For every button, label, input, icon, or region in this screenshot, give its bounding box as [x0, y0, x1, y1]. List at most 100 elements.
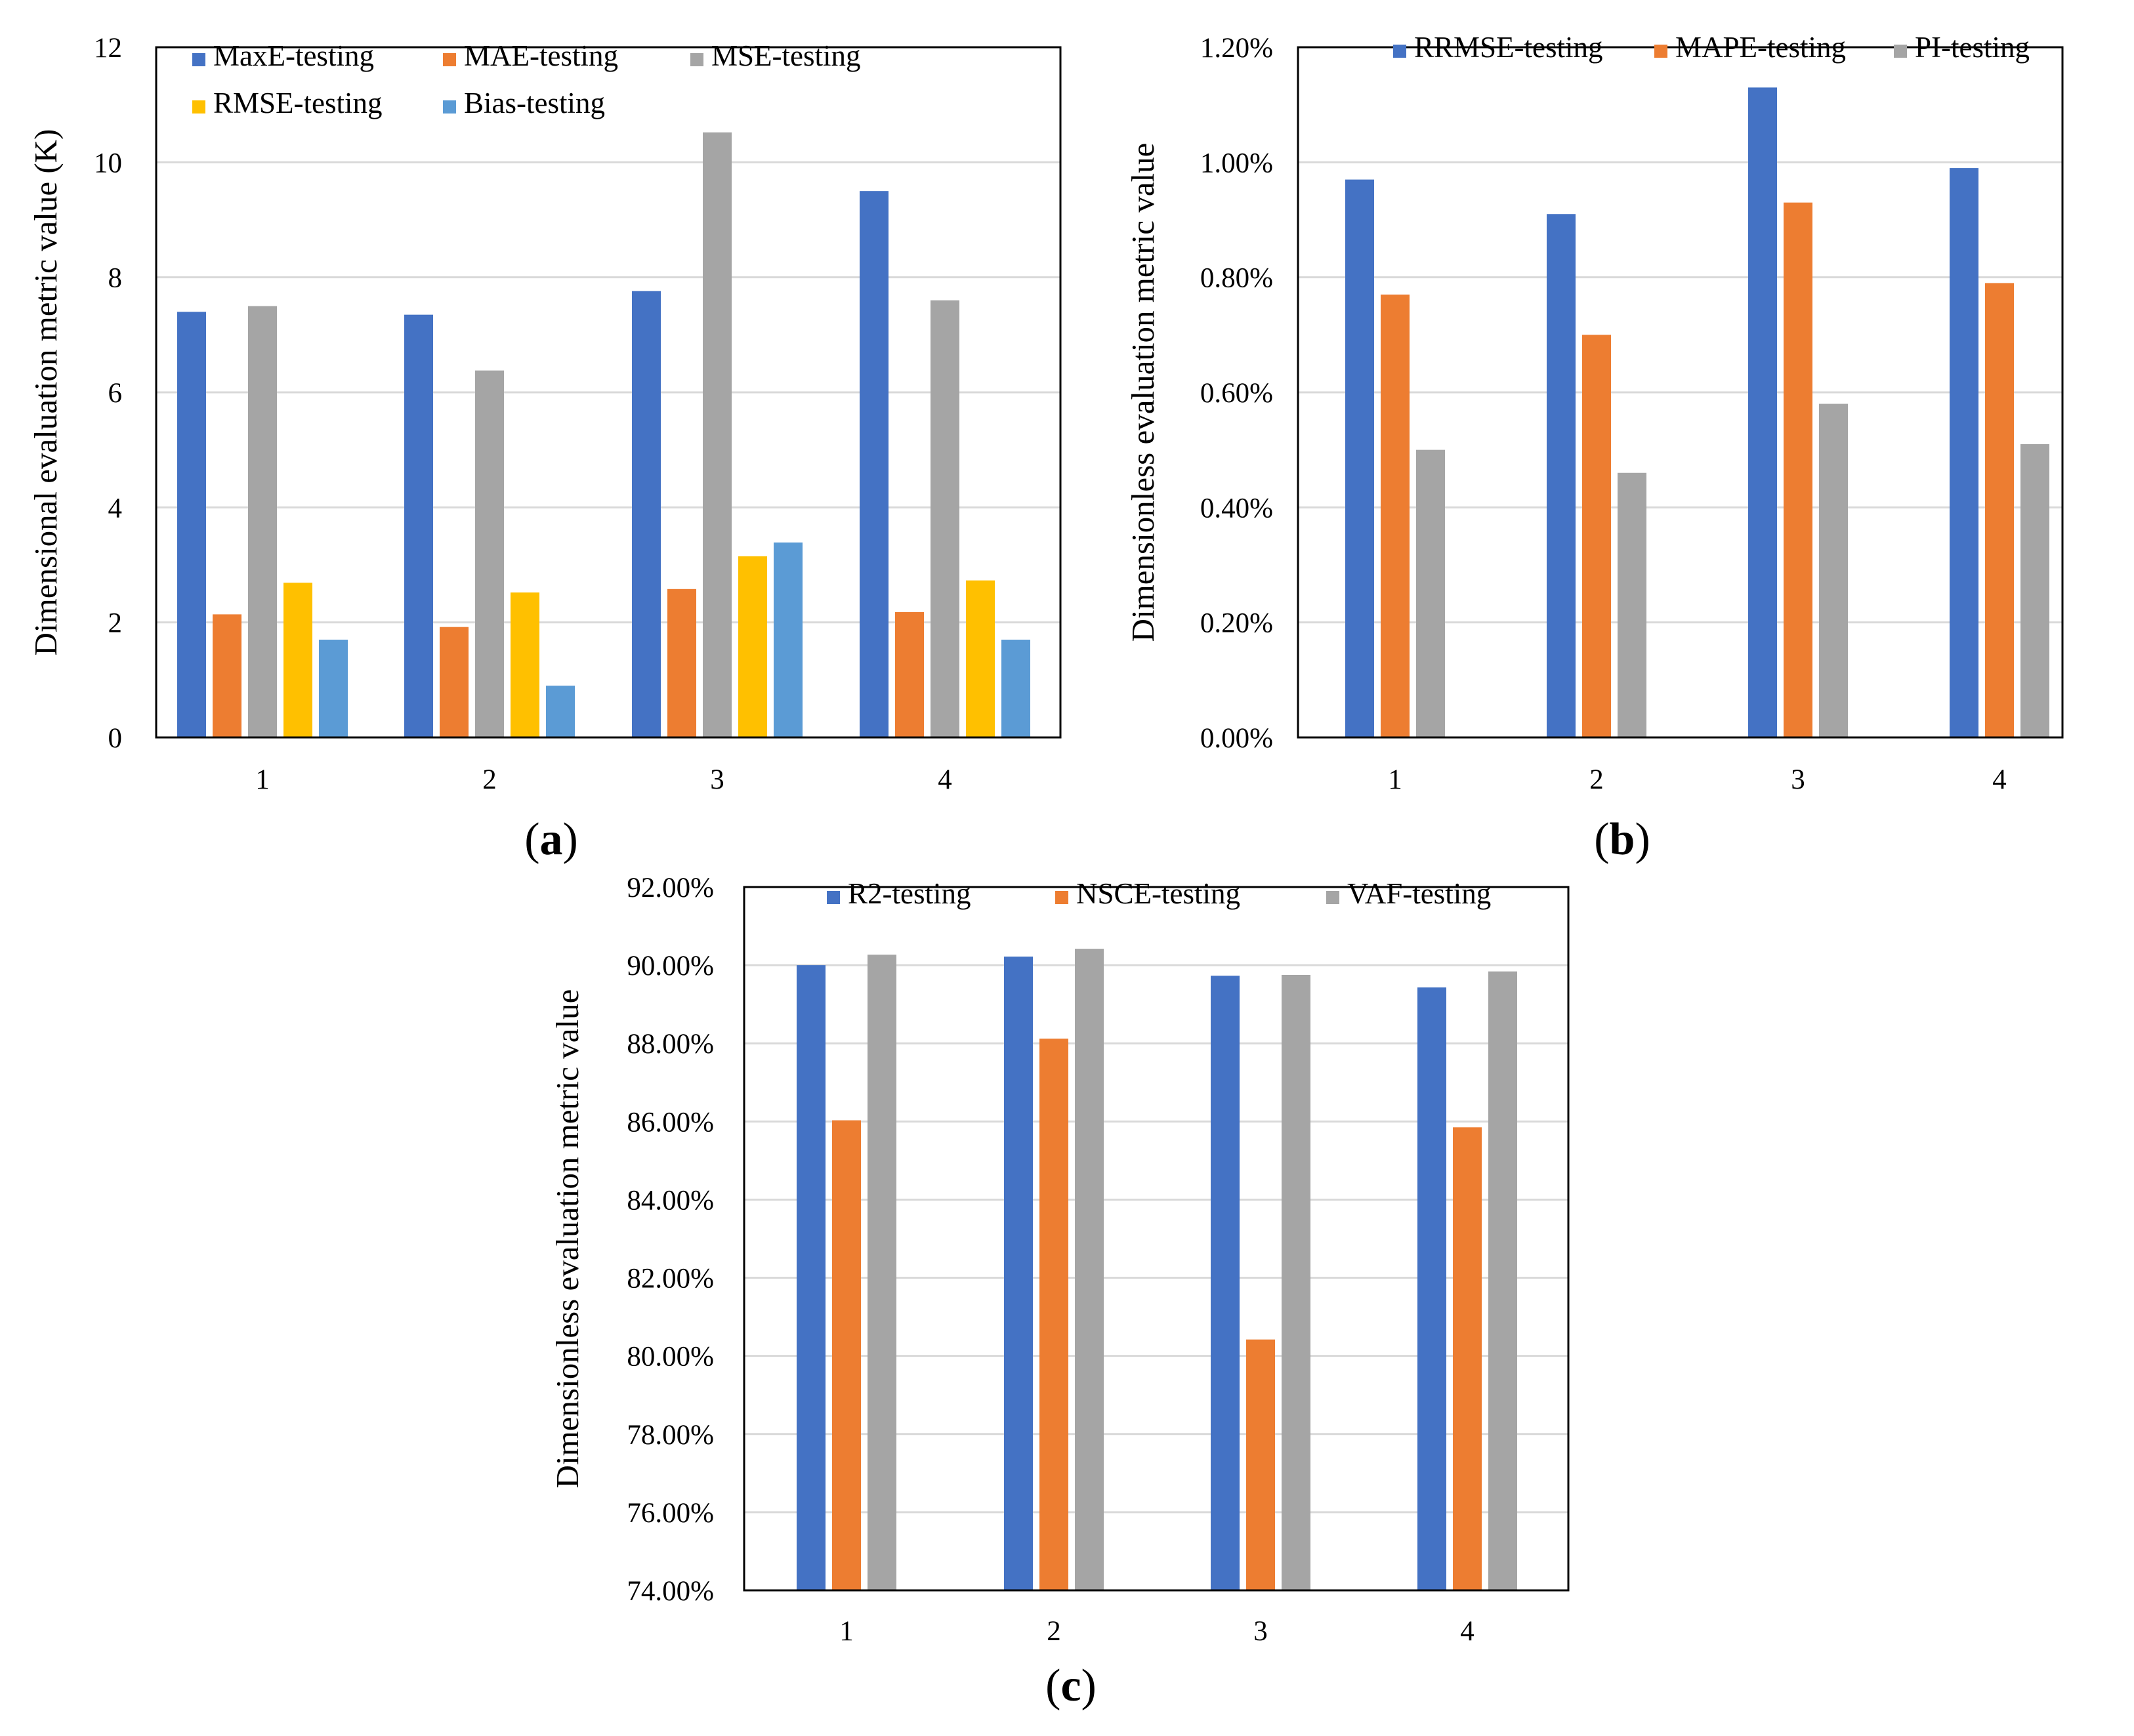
legend-swatch	[827, 891, 840, 904]
bars	[177, 132, 1030, 738]
bar-bias-testing-1	[319, 639, 348, 737]
x-category-label: 1	[839, 1616, 854, 1647]
bar-pi-testing-2	[1618, 472, 1646, 737]
legend-label: PI-testing	[1915, 31, 2030, 64]
bar-nsce-testing-4	[1453, 1127, 1482, 1590]
y-tick-label: 4	[108, 493, 123, 524]
y-tick-label: 88.00%	[627, 1029, 714, 1060]
y-axis-title: Dimensionless evaluation metric value	[549, 989, 585, 1489]
legend-label: Bias-testing	[464, 87, 605, 119]
y-tick-label: 1.00%	[1200, 148, 1273, 178]
bar-nsce-testing-3	[1246, 1339, 1275, 1590]
y-tick-label: 86.00%	[627, 1107, 714, 1138]
legend-swatch	[192, 53, 205, 66]
bar-mape-testing-2	[1582, 335, 1611, 737]
legend-label: MSE-testing	[711, 39, 861, 72]
bars	[1345, 87, 2049, 738]
y-tick-label: 80.00%	[627, 1342, 714, 1373]
bar-rmse-testing-4	[966, 580, 995, 737]
panel-label: (b)	[1594, 814, 1650, 865]
legend-label: NSCE-testing	[1076, 877, 1240, 910]
y-tick-label: 82.00%	[627, 1264, 714, 1294]
y-axis-title: Dimensionless evaluation metric value	[1125, 143, 1161, 642]
bar-nsce-testing-2	[1039, 1039, 1068, 1590]
x-category-label: 3	[1253, 1616, 1268, 1647]
bar-bias-testing-2	[546, 686, 575, 737]
bar-mae-testing-3	[667, 589, 696, 737]
bar-mae-testing-2	[440, 627, 469, 737]
legend-label: RRMSE-testing	[1414, 31, 1603, 64]
x-category-label: 1	[255, 764, 270, 795]
legend-swatch	[1894, 45, 1907, 58]
bar-rrmse-testing-3	[1748, 87, 1777, 737]
bar-mse-testing-2	[475, 370, 504, 737]
legend-swatch	[443, 53, 456, 66]
legend-swatch	[1393, 45, 1406, 58]
bar-vaf-testing-1	[868, 955, 896, 1590]
bars	[797, 949, 1517, 1590]
bar-rrmse-testing-2	[1547, 214, 1576, 737]
bar-maxe-testing-4	[860, 191, 889, 738]
bar-mse-testing-1	[248, 306, 277, 737]
y-tick-labels: 0.00% 0.20% 0.40% 0.60% 0.80% 1.00% 1.20%	[1200, 33, 1273, 754]
bar-vaf-testing-2	[1075, 949, 1104, 1590]
y-tick-label: 92.00%	[627, 873, 714, 903]
plot-frame	[1297, 46, 2064, 739]
y-tick-label: 0	[108, 723, 123, 754]
bar-pi-testing-3	[1819, 403, 1848, 737]
x-category-label: 1	[1388, 764, 1402, 795]
bar-rmse-testing-1	[283, 583, 312, 737]
bar-bias-testing-3	[774, 542, 803, 737]
bar-r2-testing-1	[797, 965, 826, 1590]
bar-mae-testing-1	[213, 614, 241, 737]
y-tick-labels: 0 2 4 6 8 10 12	[94, 33, 122, 754]
y-tick-label: 8	[108, 263, 123, 294]
legend-label: VAF-testing	[1347, 877, 1491, 910]
bar-maxe-testing-2	[404, 314, 433, 737]
bar-r2-testing-4	[1417, 987, 1446, 1590]
x-category-label: 3	[710, 764, 724, 795]
x-category-label: 4	[938, 764, 952, 795]
bar-pi-testing-4	[2020, 444, 2049, 737]
bar-mse-testing-4	[931, 300, 959, 737]
legend-label: RMSE-testing	[213, 87, 383, 119]
bar-rmse-testing-3	[738, 556, 767, 737]
plot-frame	[743, 886, 1570, 1592]
bar-rmse-testing-2	[511, 592, 539, 737]
y-tick-label: 78.00%	[627, 1420, 714, 1451]
legend-swatch	[1055, 891, 1068, 904]
y-tick-labels: 74.00% 76.00% 78.00% 80.00% 82.00% 84.00% 86.0…	[627, 873, 714, 1607]
bar-mape-testing-1	[1381, 294, 1410, 737]
y-tick-label: 0.20%	[1200, 608, 1273, 639]
legend-label: MAE-testing	[464, 39, 618, 72]
y-tick-label: 90.00%	[627, 951, 714, 982]
legend-label: MaxE-testing	[213, 39, 374, 72]
y-axis-title: Dimensional evaluation metric value (K)	[28, 129, 64, 656]
bar-bias-testing-4	[1001, 639, 1030, 737]
x-category-label: 4	[1460, 1616, 1475, 1647]
y-tick-label: 0.60%	[1200, 378, 1273, 409]
bar-maxe-testing-3	[632, 291, 661, 737]
legend: RRMSE-testing MAPE-testing PI-testing	[1393, 31, 2030, 64]
plot-frame	[155, 46, 1062, 739]
y-tick-label: 10	[94, 148, 122, 178]
legend-swatch	[1654, 45, 1667, 58]
chart-panel-b: 0.00% 0.20% 0.40% 0.60% 0.80% 1.00% 1.20% 1 2 3 4 R…	[1125, 31, 2064, 865]
y-tick-label: 84.00%	[627, 1185, 714, 1216]
y-tick-label: 0.00%	[1200, 723, 1273, 754]
bar-rrmse-testing-1	[1345, 179, 1374, 738]
x-category-label: 4	[1992, 764, 2007, 795]
legend: MaxE-testing MAE-testing MSE-testing RMSE-t…	[192, 39, 861, 119]
x-category-label: 2	[1047, 1616, 1061, 1647]
legend-swatch	[192, 100, 205, 114]
panel-label: (a)	[524, 814, 578, 865]
y-tick-label: 2	[108, 608, 123, 639]
bar-pi-testing-1	[1416, 449, 1445, 737]
bar-r2-testing-3	[1211, 976, 1240, 1590]
y-tick-label: 12	[94, 33, 122, 64]
x-category-label: 2	[1589, 764, 1604, 795]
legend-label: MAPE-testing	[1675, 31, 1846, 64]
y-tick-label: 6	[108, 378, 123, 409]
